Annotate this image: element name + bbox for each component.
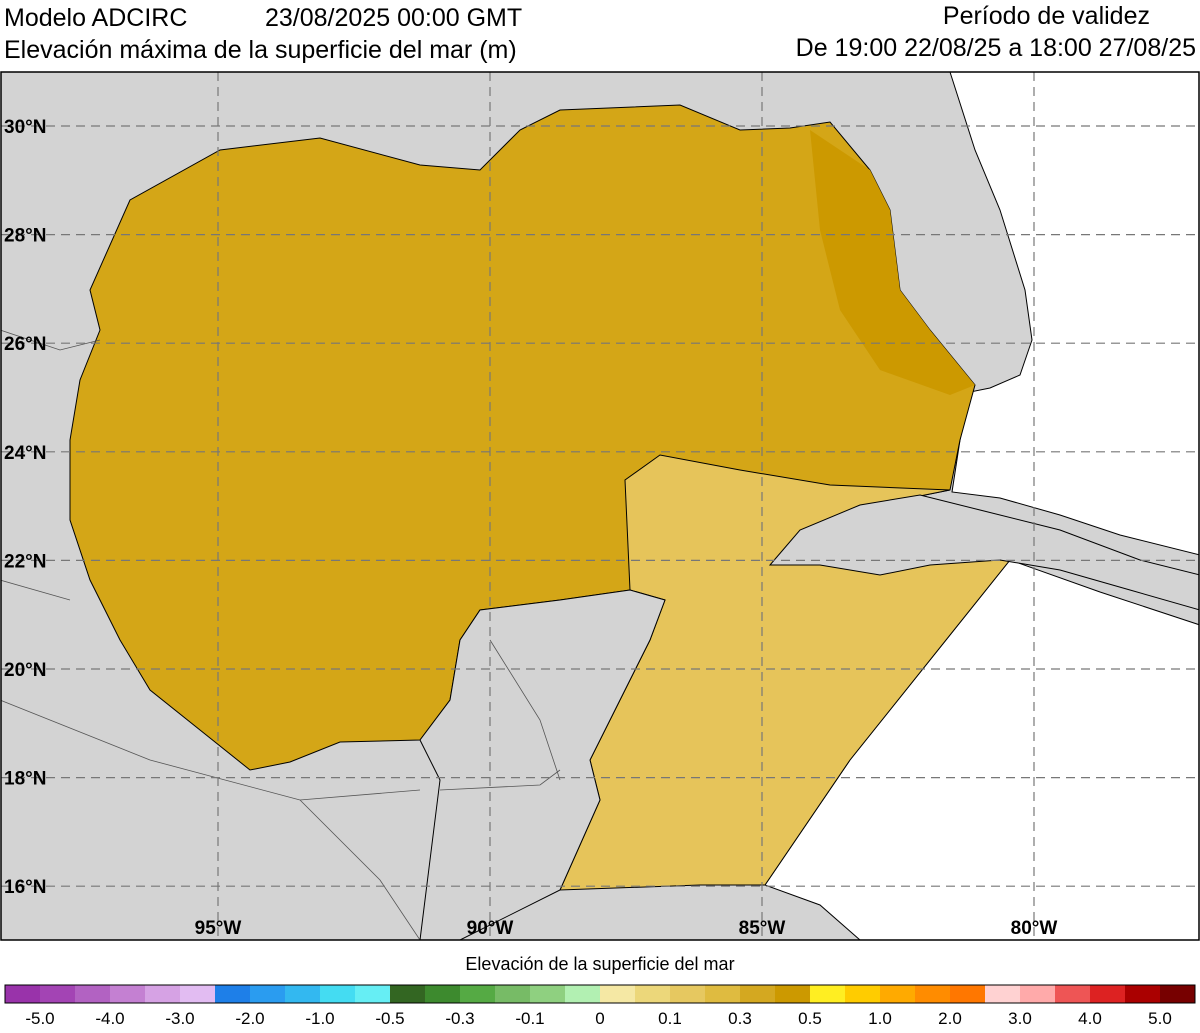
colorbar-swatch xyxy=(180,985,215,1003)
colorbar-swatch xyxy=(670,985,705,1003)
run-date: 23/08/2025 00:00 GMT xyxy=(265,4,522,32)
colorbar-label: 2.0 xyxy=(938,1009,962,1028)
latitude-label: 24°N xyxy=(4,443,46,464)
yucatan xyxy=(419,589,666,940)
latitude-label: 26°N xyxy=(4,334,46,355)
colorbar-swatch xyxy=(635,985,670,1003)
colorbar-label: -0.3 xyxy=(445,1009,474,1028)
colorbar-label: 5.0 xyxy=(1148,1009,1172,1028)
colorbar-swatch xyxy=(495,985,530,1003)
longitude-label: 85°W xyxy=(739,918,786,939)
latitude-label: 30°N xyxy=(4,117,46,138)
colorbar: -5.0 -4.0 -3.0 -2.0 -1.0 -0.5 -0.3 -0.1 0 0.1 0.3 0… xyxy=(4,984,1196,1028)
colorbar-swatch xyxy=(985,985,1020,1003)
latitude-label: 22°N xyxy=(4,551,46,572)
colorbar-label: -4.0 xyxy=(95,1009,124,1028)
colorbar-label: -2.0 xyxy=(235,1009,264,1028)
map-frame xyxy=(0,71,1200,941)
country-borders xyxy=(1,329,561,940)
colorbar-swatch xyxy=(915,985,950,1003)
colorbar-swatch xyxy=(145,985,180,1003)
validity-range: De 19:00 22/08/25 a 18:00 27/08/25 xyxy=(796,34,1196,62)
colorbar-label: 0.3 xyxy=(728,1009,752,1028)
colorbar-swatch xyxy=(5,985,40,1003)
graticule: 30°N 28°N 26°N 24°N 22°N 20°N 18°N 16°N 95°W 90°W… xyxy=(1,72,1199,940)
longitude-label: 80°W xyxy=(1011,918,1058,939)
colorbar-label: -1.0 xyxy=(305,1009,334,1028)
colorbar-swatch xyxy=(285,985,320,1003)
latitude-label: 20°N xyxy=(4,660,46,681)
map: 30°N 28°N 26°N 24°N 22°N 20°N 18°N 16°N 95°W 90°W… xyxy=(0,71,1200,941)
longitude-label: 90°W xyxy=(467,918,514,939)
colorbar-label: 3.0 xyxy=(1008,1009,1032,1028)
cuba xyxy=(768,494,1199,611)
colorbar-label: 0.5 xyxy=(798,1009,822,1028)
colorbar-swatch xyxy=(390,985,425,1003)
colorbar-swatch xyxy=(425,985,460,1003)
colorbar-title: Elevación de la superficie del mar xyxy=(465,954,734,974)
colorbar-label: 0.1 xyxy=(658,1009,682,1028)
colorbar-label: -0.5 xyxy=(375,1009,404,1028)
colorbar-swatch xyxy=(355,985,390,1003)
colorbar-label: 4.0 xyxy=(1078,1009,1102,1028)
colorbar-swatch xyxy=(320,985,355,1003)
colorbar-label: 0 xyxy=(595,1009,604,1028)
colorbar-swatch xyxy=(75,985,110,1003)
validity-title: Período de validez xyxy=(943,2,1150,30)
colorbar-swatch xyxy=(1160,985,1195,1003)
colorbar-swatch xyxy=(845,985,880,1003)
colorbar-swatch xyxy=(880,985,915,1003)
colorbar-swatch xyxy=(565,985,600,1003)
colorbar-swatch xyxy=(40,985,75,1003)
colorbar-frame xyxy=(4,984,1196,1004)
subtitle: Elevación máxima de la superficie del ma… xyxy=(4,36,517,64)
colorbar-swatch xyxy=(1055,985,1090,1003)
colorbar-label: -0.1 xyxy=(515,1009,544,1028)
colorbar-swatch xyxy=(460,985,495,1003)
colorbar-swatch xyxy=(530,985,565,1003)
colorbar-swatch xyxy=(215,985,250,1003)
colorbar-swatch xyxy=(810,985,845,1003)
east-gulf-surge xyxy=(810,130,975,395)
colorbar-label: -5.0 xyxy=(25,1009,54,1028)
latitude-label: 18°N xyxy=(4,769,46,790)
colorbar-swatch xyxy=(1020,985,1055,1003)
latitude-label: 28°N xyxy=(4,226,46,247)
colorbar-label: -3.0 xyxy=(165,1009,194,1028)
colorbar-swatch xyxy=(110,985,145,1003)
colorbar-swatch xyxy=(705,985,740,1003)
latitude-label: 16°N xyxy=(4,877,46,898)
colorbar-swatch xyxy=(740,985,775,1003)
colorbar-swatch xyxy=(250,985,285,1003)
colorbar-swatch xyxy=(1090,985,1125,1003)
colorbar-swatch xyxy=(1125,985,1160,1003)
colorbar-label: 1.0 xyxy=(868,1009,892,1028)
colorbar-swatch xyxy=(775,985,810,1003)
colorbar-swatch xyxy=(950,985,985,1003)
longitude-label: 95°W xyxy=(195,918,242,939)
model-name: Modelo ADCIRC xyxy=(4,4,187,32)
colorbar-swatch xyxy=(600,985,635,1003)
